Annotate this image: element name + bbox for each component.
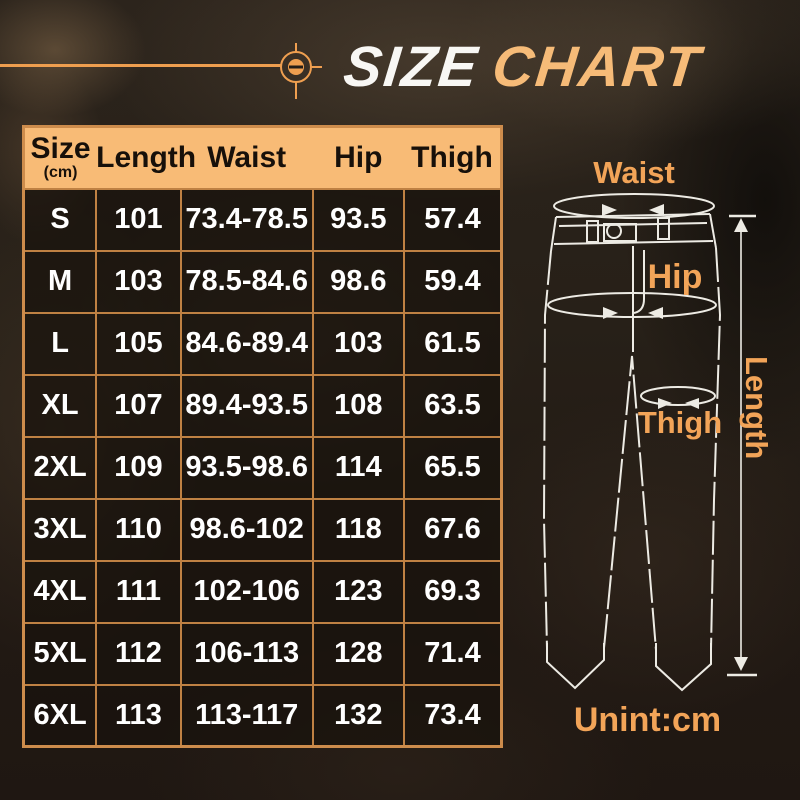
header-size-unit: (cm) [43, 164, 78, 182]
header-size: Size (cm) [23, 126, 97, 189]
header-hip: Hip [312, 126, 404, 189]
cell-length: 103 [95, 249, 182, 314]
title-word-size: SIZE [340, 35, 483, 99]
cell-hip: 128 [311, 621, 405, 686]
cell-waist: 102-106 [179, 559, 314, 624]
cell-thigh: 71.4 [402, 621, 503, 686]
table-header-row: Size (cm) Length Waist Hip Thigh [23, 126, 502, 189]
crosshair-icon [280, 43, 322, 99]
header-length: Length [96, 126, 196, 189]
header-size-label: Size [30, 132, 91, 166]
cell-length: 110 [95, 497, 182, 562]
cell-waist: 93.5-98.6 [179, 435, 314, 500]
cell-waist: 84.6-89.4 [179, 311, 314, 376]
cell-waist: 78.5-84.6 [179, 249, 314, 314]
cell-length: 112 [95, 621, 182, 686]
table-row: 3XL 110 98.6-102 118 67.6 [22, 497, 503, 562]
cell-hip: 108 [311, 373, 405, 438]
length-label: Length [739, 356, 774, 460]
cell-waist: 113-117 [179, 683, 314, 748]
cell-hip: 132 [311, 683, 405, 748]
header-waist: Waist [180, 126, 313, 189]
table-row: 6XL 113 113-117 132 73.4 [22, 683, 503, 748]
table-row: M 103 78.5-84.6 98.6 59.4 [22, 249, 503, 314]
header-thigh: Thigh [403, 126, 502, 189]
cell-waist: 89.4-93.5 [179, 373, 314, 438]
cell-size: M [22, 249, 98, 314]
cell-waist: 98.6-102 [179, 497, 314, 562]
page-title: SIZE CHART [341, 34, 788, 100]
cell-size: 6XL [22, 683, 98, 748]
cell-length: 101 [95, 187, 182, 252]
cell-thigh: 65.5 [402, 435, 503, 500]
table-row: S 101 73.4-78.5 93.5 57.4 [22, 187, 503, 252]
cell-size: 5XL [22, 621, 98, 686]
cell-hip: 98.6 [311, 249, 405, 314]
table-row: L 105 84.6-89.4 103 61.5 [22, 311, 503, 376]
size-chart-table: Size (cm) Length Waist Hip Thigh S 101 7… [22, 125, 503, 748]
cell-thigh: 61.5 [402, 311, 503, 376]
cell-hip: 123 [311, 559, 405, 624]
pants-diagram [542, 193, 757, 692]
table-row: 5XL 112 106-113 128 71.4 [22, 621, 503, 686]
cell-size: S [22, 187, 98, 252]
waist-label: Waist [593, 155, 675, 190]
cell-thigh: 59.4 [402, 249, 503, 314]
cell-hip: 93.5 [311, 187, 405, 252]
cell-hip: 114 [311, 435, 405, 500]
cell-thigh: 69.3 [402, 559, 503, 624]
table-row: 2XL 109 93.5-98.6 114 65.5 [22, 435, 503, 500]
cell-size: L [22, 311, 98, 376]
unit-note: Unint:cm [573, 701, 722, 739]
cell-thigh: 63.5 [402, 373, 503, 438]
cell-thigh: 57.4 [402, 187, 503, 252]
table-body: S 101 73.4-78.5 93.5 57.4 M 103 78.5-84.… [22, 187, 503, 748]
cell-size: 4XL [22, 559, 98, 624]
hip-label: Hip [647, 258, 703, 296]
table-row: 4XL 111 102-106 123 69.3 [22, 559, 503, 624]
title-word-chart: CHART [489, 35, 705, 99]
cell-length: 111 [95, 559, 182, 624]
thigh-label: Thigh [637, 405, 723, 440]
cell-length: 109 [95, 435, 182, 500]
cell-thigh: 67.6 [402, 497, 503, 562]
cell-length: 107 [95, 373, 182, 438]
cell-length: 105 [95, 311, 182, 376]
cell-hip: 118 [311, 497, 405, 562]
cell-length: 113 [95, 683, 182, 748]
cell-size: XL [22, 373, 98, 438]
cell-size: 3XL [22, 497, 98, 562]
cell-size: 2XL [22, 435, 98, 500]
cell-waist: 106-113 [179, 621, 314, 686]
cell-waist: 73.4-78.5 [179, 187, 314, 252]
table-row: XL 107 89.4-93.5 108 63.5 [22, 373, 503, 438]
cell-hip: 103 [311, 311, 405, 376]
accent-line [0, 64, 282, 67]
cell-thigh: 73.4 [402, 683, 503, 748]
